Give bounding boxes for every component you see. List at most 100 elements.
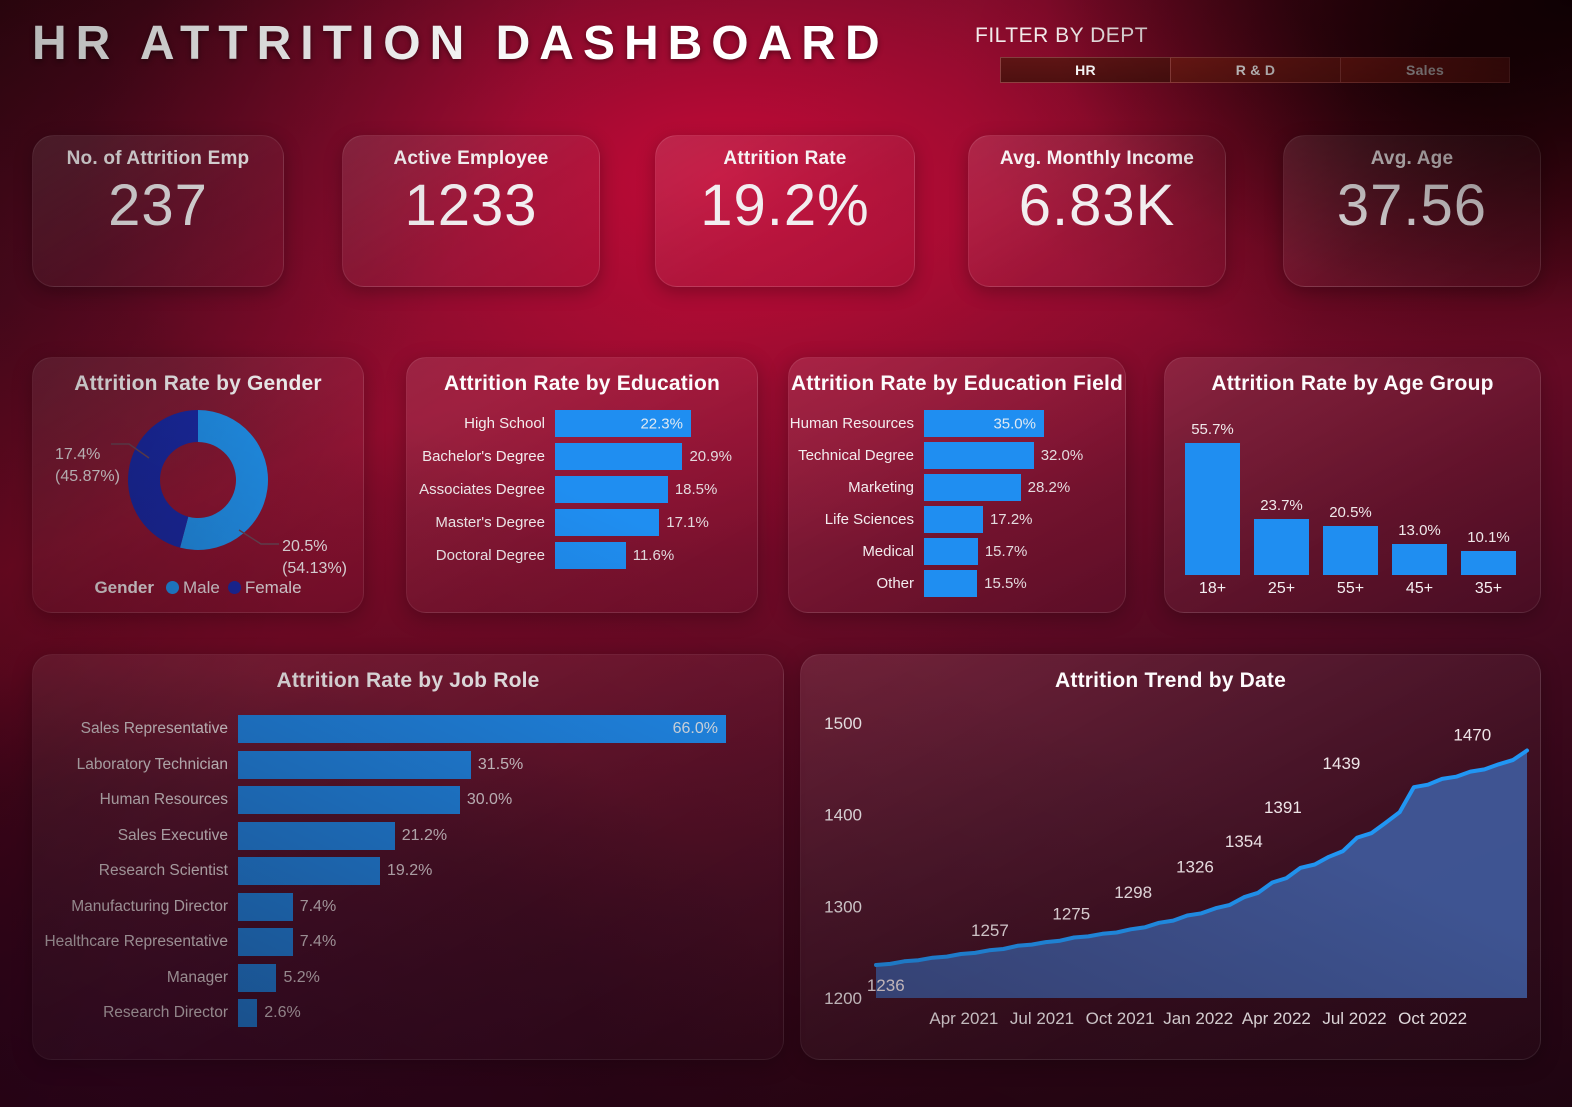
- bar-segment[interactable]: [238, 750, 471, 779]
- page-title: HR ATTRITION DASHBOARD: [32, 17, 889, 70]
- column-group[interactable]: 20.5% 55+: [1323, 504, 1378, 598]
- bar-segment[interactable]: [238, 857, 380, 885]
- bar-chart-education-field[interactable]: Human Resources 35.0% Technical Degree 32.0…: [789, 396, 1125, 597]
- bar-category-label: Medical: [862, 543, 914, 560]
- donut-slice-male[interactable]: [180, 410, 268, 550]
- column-category-label: 18+: [1198, 580, 1227, 597]
- bar-category-label: Human Resources: [789, 415, 914, 432]
- filter-button-hr[interactable]: HR: [1000, 57, 1170, 83]
- legend-item-female[interactable]: Female: [227, 578, 302, 598]
- bar-row[interactable]: Laboratory Technician 31.5%: [33, 750, 783, 779]
- legend-title: Gender: [94, 578, 154, 597]
- bar-row[interactable]: Master's Degree 17.1%: [407, 509, 757, 536]
- bar-segment[interactable]: [555, 476, 668, 503]
- bar-row[interactable]: Healthcare Representative 7.4%: [33, 928, 783, 956]
- kpi-card-attrition-count[interactable]: No. of Attrition Emp 237: [32, 135, 284, 287]
- bar-segment[interactable]: 35.0%: [924, 410, 1044, 437]
- bar-row[interactable]: Human Resources 30.0%: [33, 786, 783, 814]
- bar-segment[interactable]: [238, 786, 460, 814]
- bar-row[interactable]: Marketing 28.2%: [789, 474, 1125, 501]
- bar-segment[interactable]: [924, 442, 1034, 469]
- bar-segment[interactable]: [555, 509, 660, 536]
- bar-value-label: 15.7%: [984, 543, 1028, 560]
- panel-attrition-by-education: Attrition Rate by Education High School 2…: [406, 357, 758, 613]
- bar-row[interactable]: Manager 5.2%: [33, 963, 783, 992]
- bar-row[interactable]: Bachelor's Degree 20.9%: [407, 443, 757, 470]
- column-segment[interactable]: [1254, 519, 1309, 575]
- panel-attrition-trend: Attrition Trend by Date 1200 1300 1400 1500…: [800, 654, 1541, 1060]
- bar-row[interactable]: Research Scientist 19.2%: [33, 857, 783, 885]
- bar-segment[interactable]: [238, 892, 293, 921]
- kpi-value: 6.83K: [1018, 173, 1176, 238]
- bar-row[interactable]: Associates Degree 18.5%: [407, 476, 757, 503]
- column-group[interactable]: 55.7% 18+: [1185, 421, 1240, 598]
- bar-segment[interactable]: [924, 506, 983, 533]
- kpi-card-attrition-rate[interactable]: Attrition Rate 19.2%: [655, 135, 915, 287]
- bar-chart-job-role[interactable]: Sales Representative 66.0% Laboratory Tech…: [33, 693, 783, 1027]
- bar-category-label: Associates Degree: [419, 481, 545, 498]
- donut-chart-gender[interactable]: 17.4% (45.87%) 20.5% (54.13%): [33, 396, 363, 577]
- panel-attrition-by-education-field: Attrition Rate by Education Field Human …: [788, 357, 1126, 613]
- bar-segment[interactable]: 22.3%: [555, 410, 691, 437]
- bar-category-label: Other: [876, 575, 914, 592]
- bar-row[interactable]: Medical 15.7%: [789, 538, 1125, 565]
- panel-title: Attrition Rate by Job Role: [276, 669, 540, 692]
- department-filter-group[interactable]: HR R & D Sales: [1000, 57, 1510, 83]
- bar-row[interactable]: Human Resources 35.0%: [789, 410, 1125, 437]
- column-segment[interactable]: [1323, 526, 1378, 575]
- column-segment[interactable]: [1392, 544, 1447, 575]
- bar-segment[interactable]: [555, 542, 626, 569]
- kpi-card-avg-monthly-income[interactable]: Avg. Monthly Income 6.83K: [968, 135, 1226, 287]
- bar-segment[interactable]: [238, 963, 277, 992]
- kpi-card-avg-age[interactable]: Avg. Age 37.56: [1283, 135, 1541, 287]
- bar-category-label: Healthcare Representative: [44, 933, 228, 950]
- bar-value-label: 31.5%: [477, 755, 524, 773]
- bar-segment[interactable]: [924, 570, 978, 597]
- column-chart-age-group[interactable]: 55.7% 18+ 23.7% 25+ 20.5% 55+ 13.0% 45+ 10.1% 35+: [1165, 402, 1540, 598]
- bar-row[interactable]: High School 22.3%: [407, 410, 757, 437]
- bar-segment[interactable]: [238, 999, 258, 1027]
- column-group[interactable]: 23.7% 25+: [1254, 497, 1309, 598]
- bar-value-label: 19.2%: [386, 862, 433, 879]
- filter-button-rd[interactable]: R & D: [1170, 57, 1340, 83]
- bar-row[interactable]: Manufacturing Director 7.4%: [33, 892, 783, 921]
- bar-segment[interactable]: 66.0%: [238, 715, 726, 743]
- bar-row[interactable]: Technical Degree 32.0%: [789, 442, 1125, 469]
- bar-segment[interactable]: [238, 821, 395, 850]
- bar-segment[interactable]: [924, 538, 978, 565]
- panel-attrition-by-job-role: Attrition Rate by Job Role Sales Represe…: [32, 654, 784, 1060]
- kpi-title: Avg. Monthly Income: [999, 148, 1195, 169]
- bar-category-label: High School: [464, 415, 545, 432]
- legend-swatch-male: [165, 581, 179, 594]
- bar-value-label: 21.2%: [401, 826, 448, 844]
- column-segment[interactable]: [1185, 443, 1240, 575]
- bar-row[interactable]: Other 15.5%: [789, 570, 1125, 597]
- column-segment[interactable]: [1461, 551, 1516, 575]
- bar-segment[interactable]: [555, 443, 683, 470]
- kpi-title: Active Employee: [393, 148, 549, 169]
- bar-row[interactable]: Doctoral Degree 11.6%: [407, 542, 757, 569]
- trend-line[interactable]: [874, 748, 1529, 967]
- bar-row[interactable]: Life Sciences 17.2%: [789, 506, 1125, 533]
- bar-row[interactable]: Sales Representative 66.0%: [33, 715, 783, 743]
- bar-segment[interactable]: [238, 928, 293, 956]
- bar-row[interactable]: Research Director 2.6%: [33, 999, 783, 1027]
- bar-value-label: 30.0%: [466, 791, 513, 808]
- bar-segment[interactable]: [924, 474, 1021, 501]
- kpi-value: 237: [108, 173, 208, 238]
- column-group[interactable]: 10.1% 35+: [1461, 529, 1516, 598]
- area-chart-attrition-trend[interactable]: 1200 1300 1400 1500 Apr 2021 Jul 2021 Oct 2021…: [801, 693, 1540, 1043]
- column-category-label: 45+: [1405, 580, 1434, 597]
- trend-area-fill: [876, 750, 1527, 998]
- filter-button-sales[interactable]: Sales: [1340, 57, 1510, 83]
- legend-item-male[interactable]: Male: [165, 578, 220, 598]
- bar-row[interactable]: Sales Executive 21.2%: [33, 821, 783, 850]
- trend-svg: 1200 1300 1400 1500 Apr 2021 Jul 2021 Oct 2021…: [824, 714, 1529, 1028]
- column-group[interactable]: 13.0% 45+: [1392, 522, 1447, 598]
- kpi-card-active-employee[interactable]: Active Employee 1233: [342, 135, 600, 287]
- bar-category-label: Sales Executive: [117, 826, 228, 844]
- donut-legend[interactable]: Gender Male Female: [33, 578, 363, 598]
- bar-category-label: Technical Degree: [798, 447, 914, 464]
- bar-value-label: 7.4%: [299, 933, 337, 950]
- bar-chart-education[interactable]: High School 22.3% Bachelor's Degree 20.9% As…: [407, 396, 757, 569]
